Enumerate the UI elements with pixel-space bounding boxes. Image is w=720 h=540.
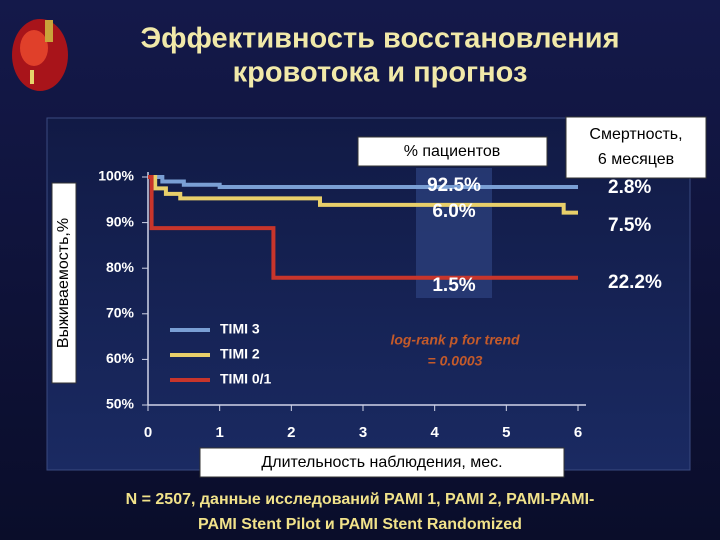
title: Эффективность восстановления <box>140 23 619 55</box>
patients-header-box <box>357 136 548 167</box>
y-tick-label: 100% <box>98 168 134 184</box>
title: кровотока и прогноз <box>233 57 528 89</box>
y-tick-label: 70% <box>106 305 135 321</box>
heart-icon <box>12 19 68 91</box>
x-tick-label: 4 <box>430 424 439 441</box>
mortality-value: 2.8% <box>608 177 651 198</box>
patients-header: % пациентов <box>404 143 501 160</box>
footer: N = 2507, данные исследований PAMI 1, PA… <box>126 491 595 508</box>
x-label-box <box>199 447 565 478</box>
x-tick-label: 6 <box>574 424 582 441</box>
y-tick-label: 80% <box>106 259 135 275</box>
survival-line <box>148 175 578 190</box>
x-tick-label: 1 <box>215 424 223 441</box>
legend-label: TIMI 3 <box>220 321 260 337</box>
patients-value: 1.5% <box>432 275 475 296</box>
y-axis-label: Выживаемость,% <box>55 218 72 348</box>
legend-label: TIMI 0/1 <box>220 371 272 387</box>
mortality-value: 22.2% <box>608 272 662 293</box>
annotation: = 0.0003 <box>428 353 483 369</box>
footer: PAMI Stent Pilot и PAMI Stent Randomized <box>198 516 522 533</box>
mortality-header: Смертность, <box>589 126 682 143</box>
mortality-header: 6 месяцев <box>598 151 674 168</box>
x-axis-label: Длительность наблюдения, мес. <box>261 454 502 471</box>
legend-label: TIMI 2 <box>220 346 260 362</box>
y-tick-label: 50% <box>106 396 135 412</box>
x-tick-label: 5 <box>502 424 510 441</box>
x-tick-label: 3 <box>359 424 367 441</box>
y-label-box <box>51 182 77 384</box>
patients-value: 92.5% <box>427 175 481 196</box>
survival-line <box>148 175 578 280</box>
x-tick-label: 0 <box>144 424 152 441</box>
y-tick-label: 60% <box>106 350 135 366</box>
x-tick-label: 2 <box>287 424 295 441</box>
mortality-value: 7.5% <box>608 215 651 236</box>
mortality-header-box <box>565 116 707 179</box>
annotation: log-rank p for trend <box>390 332 520 348</box>
patients-value: 6.0% <box>432 201 475 222</box>
survival-line <box>148 175 578 215</box>
y-tick-label: 90% <box>106 213 135 229</box>
